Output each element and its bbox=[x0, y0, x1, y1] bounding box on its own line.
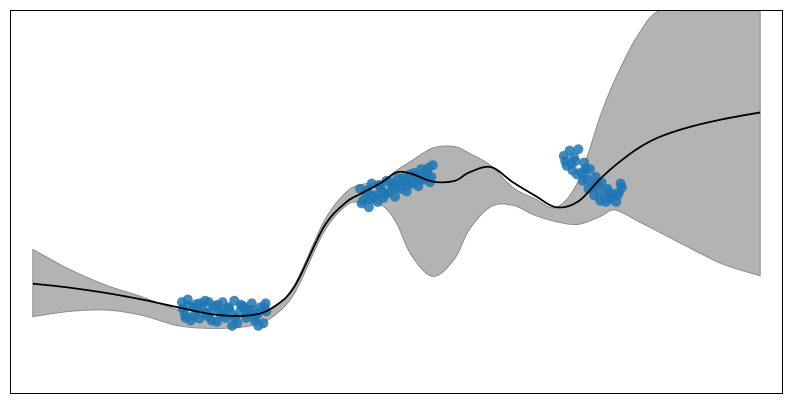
data-point bbox=[227, 320, 238, 331]
data-point bbox=[571, 169, 582, 180]
data-point bbox=[253, 320, 264, 331]
data-point bbox=[580, 164, 591, 175]
mean-line bbox=[32, 111, 761, 317]
data-point bbox=[390, 191, 401, 202]
data-point bbox=[212, 299, 223, 310]
data-point bbox=[224, 303, 235, 314]
data-point bbox=[388, 178, 399, 189]
data-point bbox=[356, 198, 367, 209]
data-point bbox=[577, 175, 588, 186]
plot-area bbox=[32, 11, 761, 331]
data-point bbox=[583, 183, 594, 194]
confidence-band bbox=[32, 11, 761, 329]
data-point bbox=[568, 152, 579, 163]
data-point bbox=[603, 187, 614, 198]
data-point bbox=[573, 144, 584, 155]
data-point bbox=[180, 312, 191, 323]
data-point bbox=[365, 194, 376, 205]
data-point bbox=[376, 186, 387, 197]
data-point bbox=[400, 174, 411, 185]
data-point bbox=[612, 190, 623, 201]
data-point bbox=[426, 171, 437, 182]
data-point bbox=[615, 178, 626, 189]
data-point bbox=[423, 162, 434, 173]
data-point bbox=[260, 298, 271, 309]
data-point bbox=[215, 308, 226, 319]
axes-frame bbox=[10, 10, 783, 394]
data-point bbox=[238, 302, 249, 313]
data-point bbox=[203, 297, 214, 308]
data-point bbox=[206, 315, 217, 326]
